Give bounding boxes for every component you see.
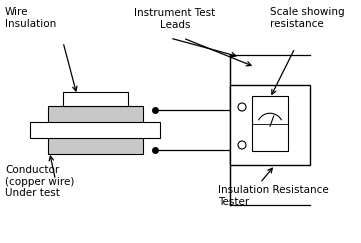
Bar [62,92,127,106]
Circle shape [238,103,246,111]
Bar [252,96,288,151]
Text: Conductor
(copper wire)
Under test: Conductor (copper wire) Under test [5,165,74,198]
Bar [230,85,310,165]
Bar [48,106,143,154]
Text: Wire
Insulation: Wire Insulation [5,7,56,29]
Text: Scale showing
resistance: Scale showing resistance [270,7,345,29]
Circle shape [238,141,246,149]
Text: Instrument Test
Leads: Instrument Test Leads [134,8,216,30]
Text: Insulation Resistance
Tester: Insulation Resistance Tester [218,185,329,207]
Bar [30,122,160,138]
